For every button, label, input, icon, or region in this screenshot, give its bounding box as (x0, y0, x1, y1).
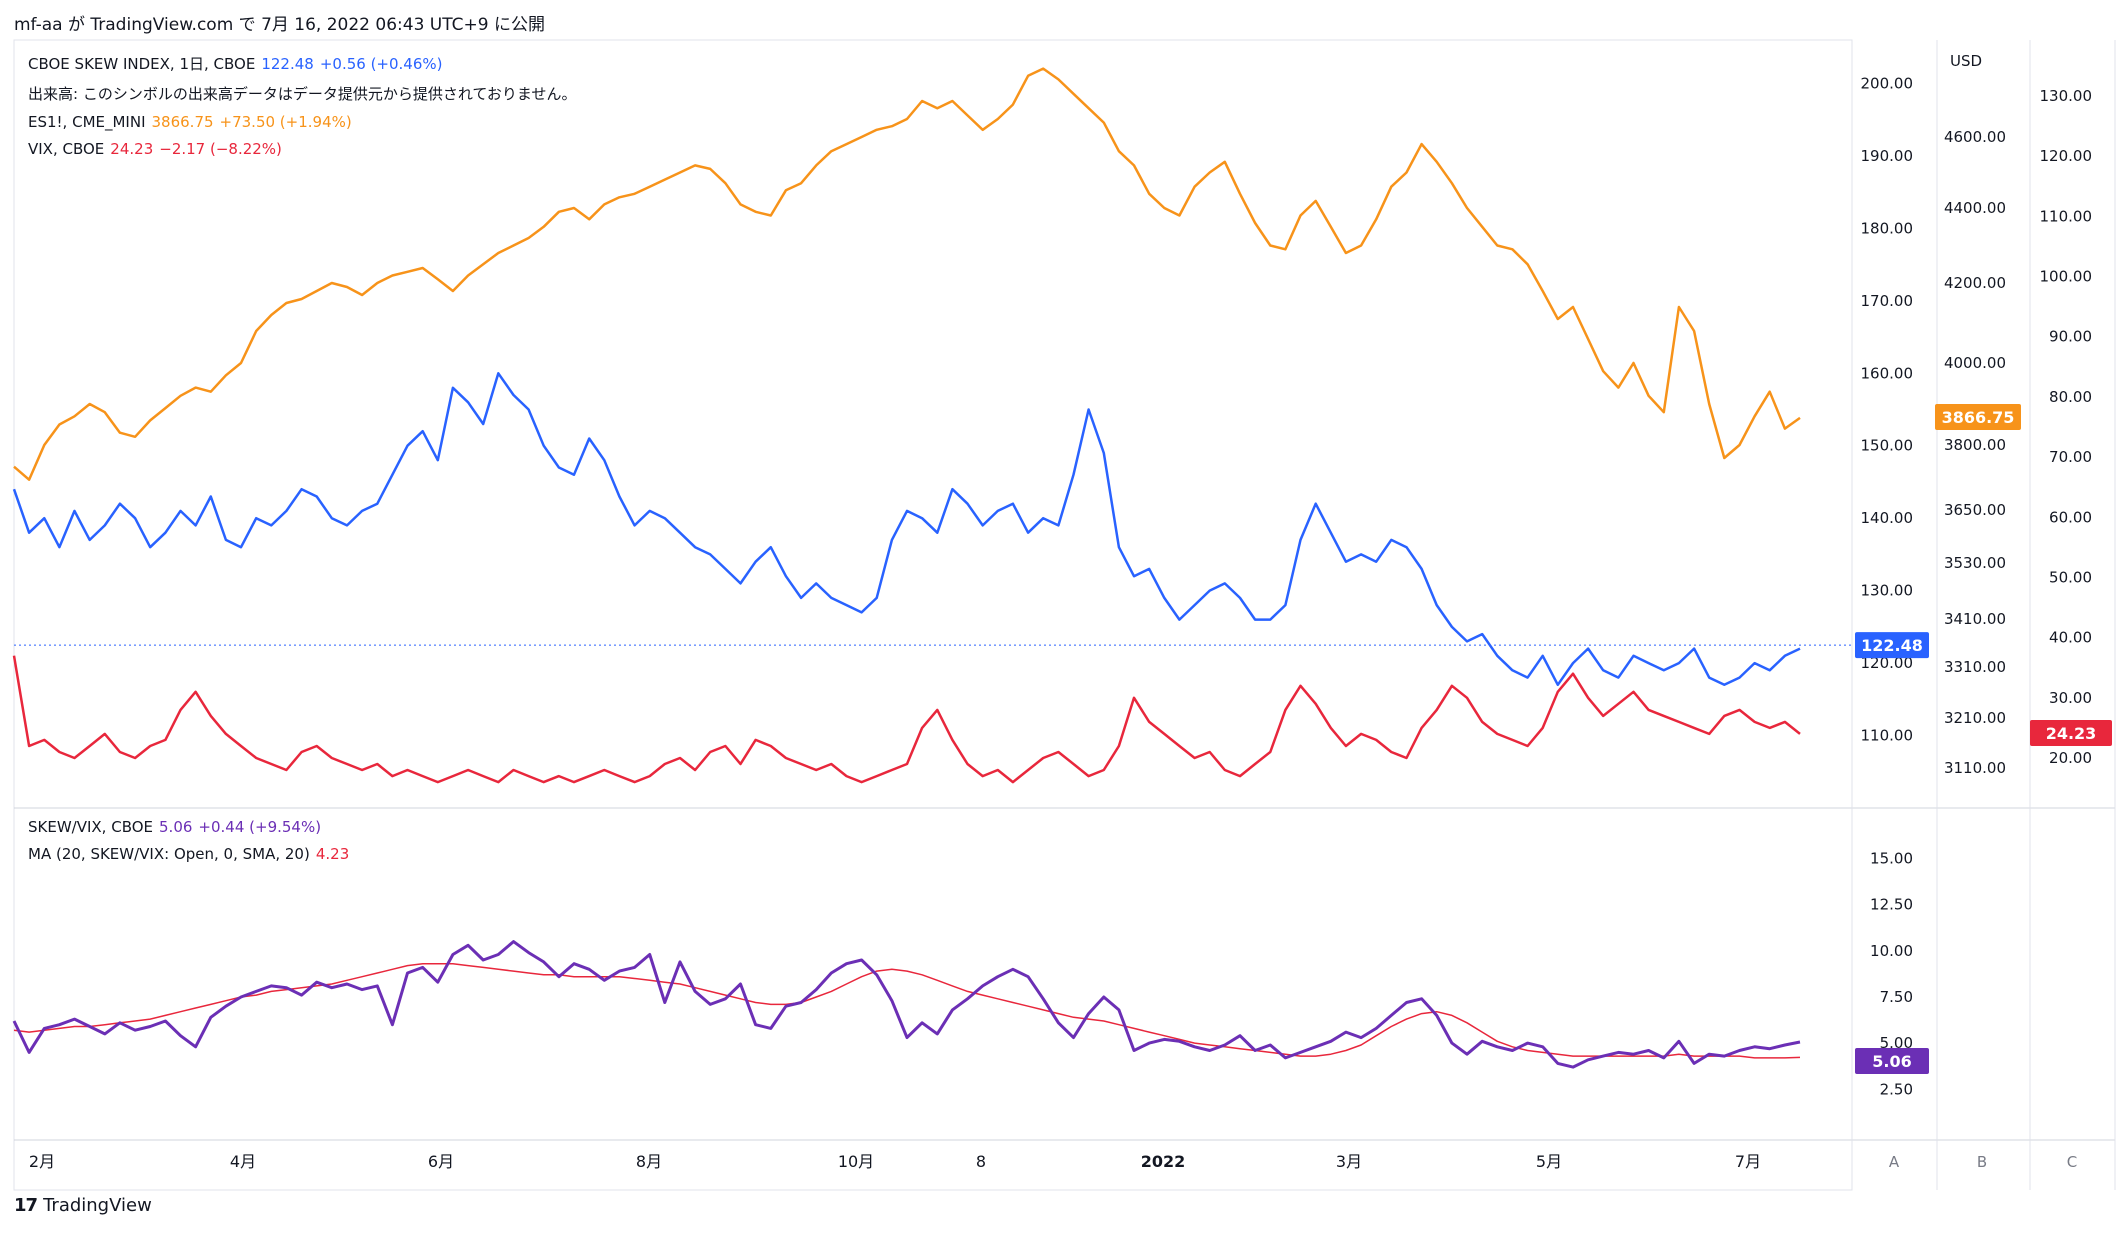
vix-tick-label: 70.00 (2049, 448, 2092, 466)
legend-change: +0.44 (+9.54%) (198, 818, 322, 836)
vix-series-line (12, 655, 1801, 784)
skew-tick-label: 160.00 (1861, 364, 1914, 382)
tradingview-logo-icon: 17 (14, 1195, 38, 1216)
legend-name: CBOE SKEW INDEX, 1日, CBOE (28, 55, 256, 73)
skew-tick-label: 170.00 (1861, 292, 1914, 310)
legend-row[interactable]: CBOE SKEW INDEX, 1日, CBOE 122.48 +0.56 (+0… (28, 53, 582, 74)
legend-row[interactable]: SKEW/VIX, CBOE 5.06 +0.44 (+9.54%) (28, 818, 355, 836)
es-tick-label: 3650.00 (1944, 501, 2006, 519)
time-axis-label: 2月 (29, 1152, 55, 1171)
legend-value: 24.23 (110, 140, 154, 158)
skew-series-line (12, 372, 1801, 687)
vix-tick-label: 80.00 (2049, 388, 2092, 406)
main-legend: CBOE SKEW INDEX, 1日, CBOE 122.48 +0.56 (+0… (28, 53, 582, 167)
vix-tick-label: 50.00 (2049, 568, 2092, 586)
skew-tick-label: 190.00 (1861, 147, 1914, 165)
lower-legend: SKEW/VIX, CBOE 5.06 +0.44 (+9.54%) MA (20, … (28, 818, 355, 872)
usd-scale-label: USD (1950, 52, 1982, 70)
vix-tick-label: 120.00 (2040, 147, 2093, 165)
publish-header: mf-aa が TradingView.com で 7月 16, 2022 06… (14, 15, 545, 35)
legend-value: 122.48 (261, 55, 314, 73)
vix-tick-label: 30.00 (2049, 689, 2092, 707)
legend-value: 5.06 (159, 818, 193, 836)
skew-tick-label: 110.00 (1861, 727, 1914, 745)
footer: 17 TradingView (14, 1195, 152, 1216)
ratio-price-badge: 5.06 (1872, 1052, 1911, 1071)
skew-tick-label: 180.00 (1861, 219, 1914, 237)
time-axis-label: 6月 (428, 1152, 454, 1171)
legend-name: ES1!, CME_MINI (28, 113, 146, 131)
vix-tick-label: 60.00 (2049, 508, 2092, 526)
legend-name: VIX, CBOE (28, 140, 105, 158)
scale-b-label: B (1977, 1153, 1987, 1171)
plot-frame (13, 39, 1853, 1191)
time-axis-label: 5月 (1536, 1152, 1562, 1171)
footer-brand: TradingView (43, 1195, 152, 1216)
es-tick-label: 4600.00 (1944, 128, 2006, 146)
skew-tick-label: 200.00 (1861, 74, 1914, 92)
es-tick-label: 4000.00 (1944, 354, 2006, 372)
legend-row[interactable]: MA (20, SKEW/VIX: Open, 0, SMA, 20) 4.23 (28, 845, 355, 863)
scale-a-label: A (1889, 1153, 1900, 1171)
skew-tick-label: 150.00 (1861, 437, 1914, 455)
skew-price-badge: 122.48 (1861, 636, 1923, 655)
legend-change: +0.56 (+0.46%) (319, 55, 443, 73)
es-tick-label: 4200.00 (1944, 274, 2006, 292)
vix-tick-label: 100.00 (2040, 268, 2093, 286)
es-tick-label: 4400.00 (1944, 199, 2006, 217)
vix-price-badge: 24.23 (2046, 724, 2097, 743)
es-price-badge: 3866.75 (1942, 408, 2015, 427)
legend-row[interactable]: 出来高: このシンボルの出来高データはデータ提供元から提供されておりません。 (28, 83, 582, 104)
vix-price-badge-bg (2030, 720, 2112, 746)
skew-price-badge-bg (1855, 632, 1929, 659)
es-tick-label: 3310.00 (1944, 658, 2006, 676)
legend-name: MA (20, SKEW/VIX: Open, 0, SMA, 20) (28, 845, 310, 863)
time-axis-label: 8月 (636, 1152, 662, 1171)
ratio-tick-label: 15.00 (1870, 849, 1913, 867)
legend-value: 3866.75 (151, 113, 214, 131)
ratio-tick-label: 7.50 (1880, 988, 1913, 1006)
legend-row[interactable]: ES1!, CME_MINI 3866.75 +73.50 (+1.94%) (28, 113, 582, 131)
skew-tick-label: 120.00 (1861, 654, 1914, 672)
ratio-tick-label: 10.00 (1870, 942, 1913, 960)
legend-change: +73.50 (+1.94%) (219, 113, 352, 131)
time-axis-label: 8 (976, 1152, 986, 1171)
ratio-tick-label: 12.50 (1870, 896, 1913, 914)
time-axis-label: 7月 (1735, 1152, 1761, 1171)
legend-name: 出来高: このシンボルの出来高データはデータ提供元から提供されておりません。 (28, 85, 577, 103)
vix-tick-label: 110.00 (2040, 207, 2093, 225)
es-tick-label: 3410.00 (1944, 610, 2006, 628)
legend-row[interactable]: VIX, CBOE 24.23 −2.17 (−8.22%) (28, 140, 582, 158)
vix-tick-label: 90.00 (2049, 328, 2092, 346)
es-tick-label: 3210.00 (1944, 709, 2006, 727)
es-series-line (13, 67, 1801, 481)
legend-value: 4.23 (315, 845, 350, 863)
skew-tick-label: 130.00 (1861, 582, 1914, 600)
time-axis-label: 4月 (230, 1152, 256, 1171)
legend-name: SKEW/VIX, CBOE (28, 818, 154, 836)
legend-change: −2.17 (−8.22%) (159, 140, 282, 158)
time-axis-label: 3月 (1336, 1152, 1362, 1171)
time-axis-label: 2022 (1141, 1152, 1186, 1171)
skew-tick-label: 140.00 (1861, 509, 1914, 527)
vix-tick-label: 130.00 (2040, 87, 2093, 105)
ratio-price-badge-bg (1855, 1048, 1929, 1074)
es-tick-label: 3530.00 (1944, 554, 2006, 572)
ratio-tick-label: 2.50 (1880, 1080, 1913, 1098)
ratio-series-line (12, 940, 1801, 1069)
scale-c-label: C (2067, 1153, 2077, 1171)
ratio-tick-label: 5.00 (1880, 1034, 1913, 1052)
es-price-badge-bg (1935, 404, 2021, 430)
vix-tick-label: 40.00 (2049, 629, 2092, 647)
time-axis-label: 10月 (838, 1152, 874, 1171)
es-tick-label: 3110.00 (1944, 759, 2006, 777)
vix-tick-label: 20.00 (2049, 749, 2092, 767)
es-tick-label: 3800.00 (1944, 436, 2006, 454)
